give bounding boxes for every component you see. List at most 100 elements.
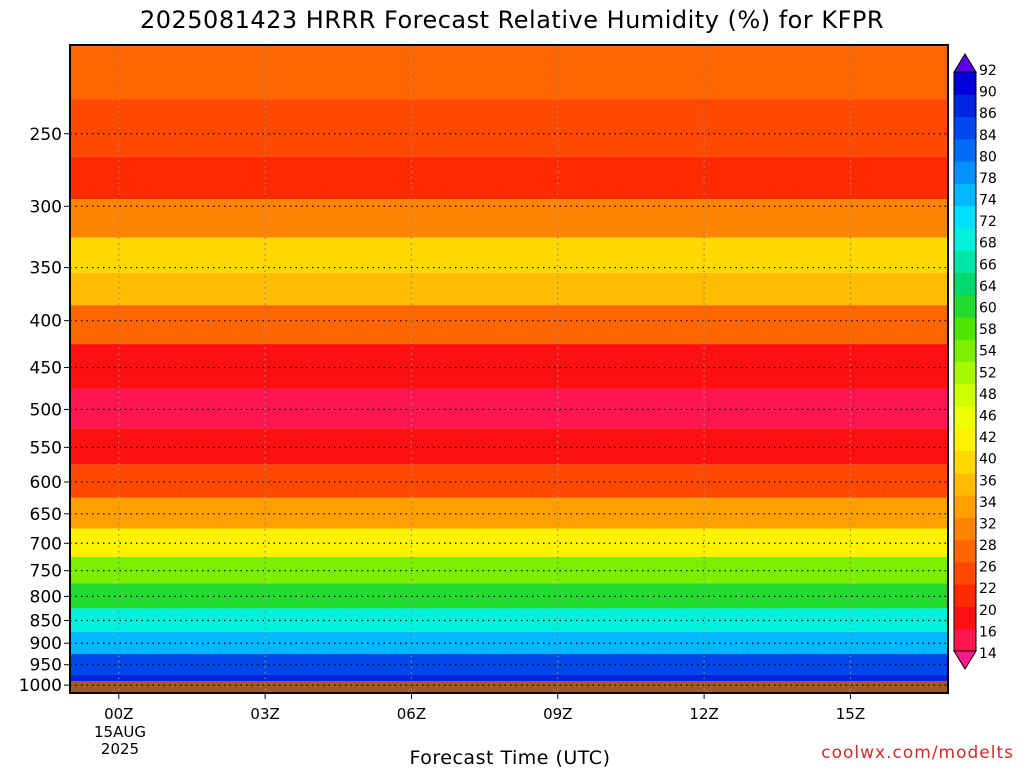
colorbar-label: 86 bbox=[979, 106, 997, 122]
colorbar-label: 60 bbox=[979, 301, 997, 317]
y-tick-label: 600 bbox=[30, 473, 62, 493]
x-date-day: 15AUG bbox=[94, 723, 146, 741]
colorbar-segment bbox=[954, 250, 976, 273]
colorbar-label: 40 bbox=[979, 452, 997, 468]
colorbar-segment bbox=[954, 227, 976, 251]
colorbar-label: 72 bbox=[979, 214, 997, 230]
colorbar-segment bbox=[954, 205, 976, 229]
colorbar-max-arrow bbox=[953, 53, 977, 73]
colorbar-label: 46 bbox=[979, 408, 997, 424]
humidity-band bbox=[70, 45, 948, 100]
x-tick-label: 09Z bbox=[543, 705, 572, 723]
colorbar-segment bbox=[954, 138, 976, 162]
y-tick-label: 700 bbox=[30, 534, 62, 554]
humidity-band bbox=[70, 583, 948, 609]
colorbar-label: 36 bbox=[979, 473, 997, 489]
colorbar-segment bbox=[954, 517, 976, 541]
colorbar-segment bbox=[954, 628, 976, 652]
colorbar-label: 68 bbox=[979, 236, 997, 252]
colorbar-segment bbox=[954, 539, 976, 563]
humidity-band bbox=[70, 608, 948, 632]
colorbar-label: 58 bbox=[979, 322, 997, 338]
colorbar-segment bbox=[954, 339, 976, 362]
colorbar-segment bbox=[954, 361, 976, 385]
colorbar-label: 48 bbox=[979, 387, 997, 403]
colorbar-segment bbox=[954, 94, 976, 118]
colorbar-label: 80 bbox=[979, 149, 997, 165]
humidity-band bbox=[70, 388, 948, 429]
humidity-band bbox=[70, 428, 948, 465]
chart-title: 2025081423 HRRR Forecast Relative Humidi… bbox=[140, 6, 884, 34]
colorbar-label: 28 bbox=[979, 538, 997, 554]
x-tick-label: 06Z bbox=[397, 705, 426, 723]
y-tick-label: 1000 bbox=[19, 676, 62, 696]
y-tick-label: 650 bbox=[30, 505, 62, 525]
colorbar-segment bbox=[954, 272, 976, 296]
y-axis: 250 300 350 400 450 500 550 600 650 700 750 800 850 9… bbox=[19, 125, 70, 696]
x-tick-label: 03Z bbox=[250, 705, 279, 723]
plot-area bbox=[69, 44, 949, 694]
colorbar-segment bbox=[954, 72, 976, 95]
colorbar-segment bbox=[954, 116, 976, 140]
colorbar-label: 64 bbox=[979, 279, 997, 295]
y-tick-label: 900 bbox=[30, 634, 62, 654]
colorbar-label: 34 bbox=[979, 495, 997, 511]
colorbar-segment bbox=[954, 450, 976, 474]
x-date-year: 2025 bbox=[101, 740, 139, 758]
colorbar: 14 16 20 22 26 28 32 34 36 40 42 46 48 52 54 58 60 64 66 68… bbox=[953, 53, 997, 670]
colorbar-label: 90 bbox=[979, 85, 997, 101]
ground-strip bbox=[70, 681, 948, 693]
y-tick-label: 850 bbox=[30, 611, 62, 631]
colorbar-label: 54 bbox=[979, 344, 997, 360]
colorbar-label: 52 bbox=[979, 365, 997, 381]
colorbar-segment bbox=[954, 316, 976, 340]
colorbar-segment bbox=[954, 406, 976, 429]
colorbar-label: 66 bbox=[979, 257, 997, 273]
colorbar-label: 74 bbox=[979, 193, 997, 209]
x-tick-label: 15Z bbox=[836, 705, 865, 723]
credit-link[interactable]: coolwx.com/modelts bbox=[821, 743, 1014, 763]
colorbar-label: 26 bbox=[979, 560, 997, 576]
humidity-band bbox=[70, 237, 948, 273]
y-tick-label: 500 bbox=[30, 400, 62, 420]
colorbar-label: 20 bbox=[979, 603, 997, 619]
colorbar-label: 84 bbox=[979, 128, 997, 144]
humidity-band bbox=[70, 272, 948, 306]
humidity-band bbox=[70, 528, 948, 557]
humidity-band bbox=[70, 199, 948, 238]
colorbar-label: 32 bbox=[979, 516, 997, 532]
humidity-band bbox=[70, 305, 948, 345]
colorbar-segment bbox=[954, 183, 976, 207]
y-tick-label: 450 bbox=[30, 359, 62, 379]
colorbar-segment bbox=[954, 161, 976, 184]
humidity-band bbox=[70, 464, 948, 498]
y-tick-label: 400 bbox=[30, 312, 62, 332]
colorbar-label: 92 bbox=[979, 63, 997, 79]
colorbar-segment bbox=[954, 606, 976, 630]
colorbar-segment bbox=[954, 428, 976, 452]
humidity-band bbox=[70, 344, 948, 389]
x-tick-label: 12Z bbox=[689, 705, 718, 723]
humidity-field bbox=[70, 45, 948, 693]
colorbar-label: 78 bbox=[979, 171, 997, 187]
colorbar-label: 14 bbox=[979, 646, 997, 662]
y-tick-label: 350 bbox=[30, 259, 62, 279]
y-tick-label: 800 bbox=[30, 587, 62, 607]
colorbar-segment bbox=[954, 561, 976, 585]
colorbar-min-arrow bbox=[953, 650, 977, 670]
humidity-band bbox=[70, 156, 948, 200]
humidity-band bbox=[70, 497, 948, 529]
y-tick-label: 950 bbox=[30, 656, 62, 676]
plot-frame bbox=[69, 44, 949, 694]
humidity-band bbox=[70, 556, 948, 584]
colorbar-segment bbox=[954, 584, 976, 607]
x-axis: 00Z 03Z 06Z 09Z 12Z 15Z bbox=[104, 693, 865, 723]
humidity-band bbox=[70, 653, 948, 675]
colorbar-label: 22 bbox=[979, 581, 997, 597]
colorbar-label: 16 bbox=[979, 624, 997, 640]
grid bbox=[70, 45, 948, 693]
colorbar-segment bbox=[954, 383, 976, 407]
x-tick-label: 00Z bbox=[104, 705, 133, 723]
humidity-band bbox=[70, 99, 948, 157]
